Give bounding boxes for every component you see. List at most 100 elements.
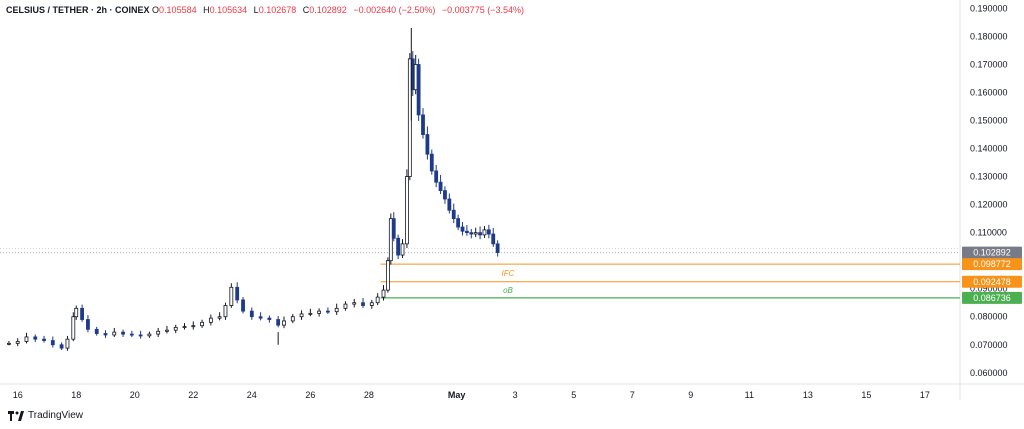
x-tick-label: 13 [803,390,813,400]
candle-body [249,310,254,318]
candle-body [299,313,304,318]
x-tick-label: 22 [188,390,198,400]
candle-body [396,237,401,256]
candle-body [421,114,425,135]
candle-body [486,229,491,235]
candle-body [416,64,421,116]
candle-body [482,229,487,236]
current-price-pill-text: 0.102892 [973,248,1011,258]
candle-body [276,319,281,326]
candle-body [434,170,439,183]
candle-body [191,325,196,328]
candle-body [235,286,240,301]
candle-body [425,134,430,155]
change-value: −0.002640 (−2.50%) [353,5,436,15]
candle-body [50,340,55,346]
level-pill-3-text: 0.086736 [973,293,1011,303]
tradingview-brand[interactable]: TradingView [8,410,83,421]
candle-body [267,317,272,320]
high-value: 0.105634 [209,5,248,15]
candle-body [182,326,187,328]
x-tick-label: May [448,390,466,400]
candle-body [223,305,228,318]
tradingview-logo-icon [8,410,24,421]
candle-body [465,230,469,234]
candle-body [443,190,447,200]
candle-body [121,331,125,335]
open-value: 0.105584 [159,5,197,15]
candle-body [478,232,482,236]
x-tick-label: 16 [13,390,23,400]
x-tick-label: 9 [688,390,693,400]
candle-body [391,218,396,239]
candle-body [334,307,339,313]
candle-body [86,319,90,330]
candle-body [388,218,393,262]
level-pill-2-text: 0.092478 [973,277,1011,287]
candle-body [156,330,161,335]
candle-body [7,342,11,345]
x-tick-label: 24 [247,390,257,400]
x-tick-label: 18 [71,390,81,400]
candle-body [375,296,380,304]
candle-body [103,333,108,336]
candle-body [460,226,465,232]
candle-body [165,329,169,332]
candle-body [112,331,117,336]
candle-body [495,243,500,253]
candle-body [33,336,38,340]
y-tick-label: 0.120000 [970,200,1008,210]
x-tick-label: 28 [364,390,374,400]
candle-body [80,307,84,320]
y-tick-label: 0.150000 [970,116,1008,126]
candle-body [405,176,409,245]
low-key: L [253,5,259,15]
low-value: 0.102678 [258,5,297,15]
candle-body [24,336,29,342]
candle-body [290,316,295,322]
x-tick-label: 3 [513,390,518,400]
close-key: C [302,5,310,15]
candle-body [317,310,322,314]
candle-body [326,310,330,313]
level-pill-1-text: 0.098772 [973,259,1011,269]
y-tick-label: 0.090000 [970,284,1008,294]
x-tick-label: 17 [920,390,930,400]
candle-body [491,233,496,245]
y-tick-label: 0.080000 [970,312,1008,322]
candle-body [469,232,474,235]
candle-body [217,316,222,319]
candle-body [451,209,456,220]
candle-body [352,302,357,305]
candle-body [129,333,134,336]
x-tick-label: 11 [745,390,754,400]
x-tick-label: 20 [130,390,140,400]
candle-body [282,320,286,326]
candle-body [147,333,152,337]
y-tick-label: 0.110000 [970,228,1007,238]
ob-zone-label: oB [503,286,513,295]
level-pill-1-bg [962,258,1022,271]
candle-body [361,302,365,306]
candle-body [138,334,143,337]
y-tick-label: 0.190000 [970,3,1008,13]
candle-body [400,243,405,256]
ifc-zone-label: IFC [502,269,515,278]
candle-body [258,316,263,319]
candle-body [59,344,64,349]
candle-body [429,153,434,172]
x-tick-label: 7 [630,390,635,400]
candle-body [15,340,20,344]
candle-body [71,316,76,340]
candle-body [447,198,452,211]
candle-body [200,321,204,327]
close-value: 0.102892 [309,5,347,15]
chart-legend: CELSIUS / TETHER · 2h · COINEX O0.105584… [6,5,528,15]
level-pill-3-bg [962,291,1022,304]
candle-body [343,303,348,309]
candle-body [369,302,374,306]
y-tick-label: 0.170000 [970,59,1008,69]
candle-body [42,338,46,341]
level-pill-2-bg [962,275,1022,288]
